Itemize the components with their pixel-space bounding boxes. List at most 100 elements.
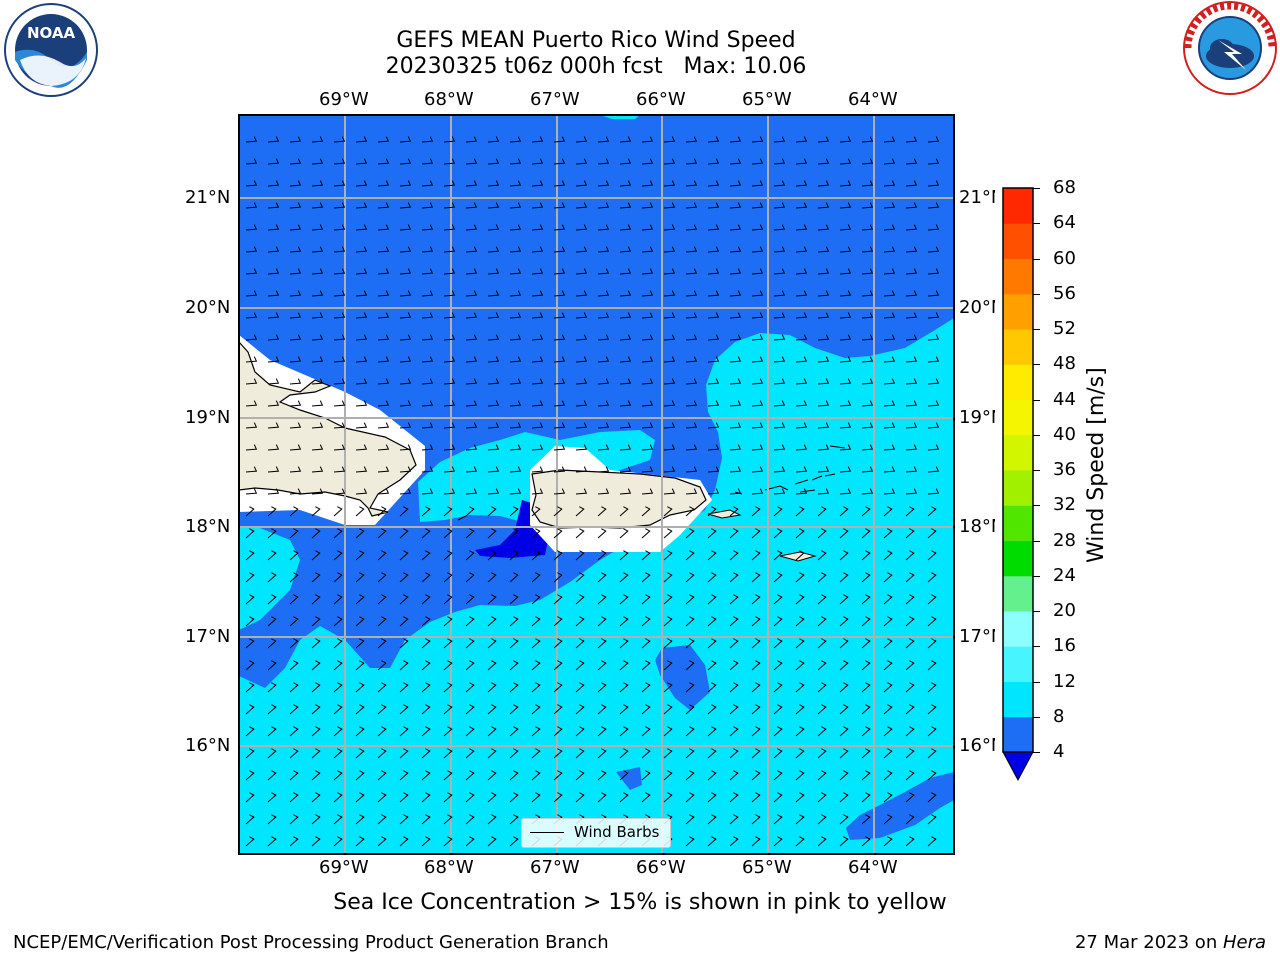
colorbar-tick-mark [1033,646,1040,648]
wind-barb [795,836,805,847]
wind-barb [641,444,654,451]
wind-barb [267,572,277,583]
wind-barb [905,246,918,253]
wind-barb [773,748,783,759]
wind-barb [663,682,673,693]
wind-barb [377,594,387,605]
wind-barb [531,792,541,803]
wind-barb [421,466,434,473]
wind-barb [795,528,805,539]
wind-barb [597,572,607,583]
wind-barb [619,770,629,781]
wind-barb [817,836,827,847]
wind-barb [531,726,541,737]
wind-barb [905,466,918,473]
wind-barb [311,836,321,847]
wind-barb [421,356,434,363]
footer-machine: Hera [1222,932,1266,953]
wind-barb [443,616,453,627]
wind-barb [465,638,475,649]
wind-barb [751,814,761,825]
wind-barb [377,528,387,539]
wind-barb [707,158,720,165]
wind-barb [333,550,343,561]
colorbar-segment [1003,681,1033,718]
wind-barb [487,180,500,187]
wind-barb [663,400,676,407]
wind-barb [421,444,434,451]
wind-barb [377,356,390,363]
wind-barb [773,770,783,781]
wind-barb [795,682,805,693]
wind-barb [487,488,500,495]
wind-barb [641,378,654,385]
wind-barb [289,488,302,495]
wind-barb [355,202,368,209]
wind-barb [553,378,566,385]
wind-barb [905,660,915,671]
wind-barb [663,770,673,781]
wind-barb [685,814,695,825]
wind-barb [465,814,475,825]
wind-barb [883,202,896,209]
wind-barb [311,506,321,517]
wind-barb [399,792,409,803]
sea-ice-caption: Sea Ice Concentration > 15% is shown in … [333,890,947,915]
wind-barb [465,506,475,517]
wind-barb [267,594,277,605]
wind-barb [729,246,742,253]
wind-barb [311,616,321,627]
wind-barb [333,506,343,517]
wind-barb [355,572,365,583]
wind-barb [531,616,541,627]
wind-barb [465,400,478,407]
wind-barb [333,528,343,539]
wind-barb [377,466,390,473]
wind-barb [575,444,588,451]
wind-barb [795,660,805,671]
wind-barb [663,726,673,737]
wind-barb [773,594,783,605]
wind-barb [443,594,453,605]
wind-barb [707,180,720,187]
wind-barb [531,246,544,253]
wind-barb [509,770,519,781]
wind-barb [399,444,412,451]
wind-barb [773,550,783,561]
colorbar-tick-label: 8 [1053,705,1065,727]
wind-barb [245,312,258,319]
wind-barb [663,422,676,429]
wind-barb [597,158,610,165]
footer-date-text: 27 Mar 2023 on [1074,932,1223,953]
wind-barb [509,572,519,583]
wind-barb [817,334,830,341]
wind-barb [773,202,786,209]
wind-barb [465,594,475,605]
wind-barb [245,528,255,539]
wind-barb [729,704,739,715]
wind-barb [311,814,321,825]
wind-barb [487,770,497,781]
wind-barb [927,488,940,495]
wind-barb [795,726,805,737]
wind-barb [311,334,324,341]
wind-barb [575,136,588,143]
wind-barb [685,704,695,715]
wind-barb [267,158,280,165]
wind-barb [487,660,497,671]
wind-barb [795,748,805,759]
wind-barb [531,378,544,385]
wind-barb [487,682,497,693]
wind-barb [267,770,277,781]
wind-barb [531,638,541,649]
wind-barb [927,726,937,737]
wind-barb [795,290,808,297]
wind-barb [883,334,896,341]
wind-barb [487,202,500,209]
colorbar-tick-label: 64 [1053,212,1076,234]
wind-barb [905,158,918,165]
wind-barb [377,660,387,671]
wind-barb [421,704,431,715]
wind-barb [311,660,321,671]
wind-barb [245,378,258,385]
